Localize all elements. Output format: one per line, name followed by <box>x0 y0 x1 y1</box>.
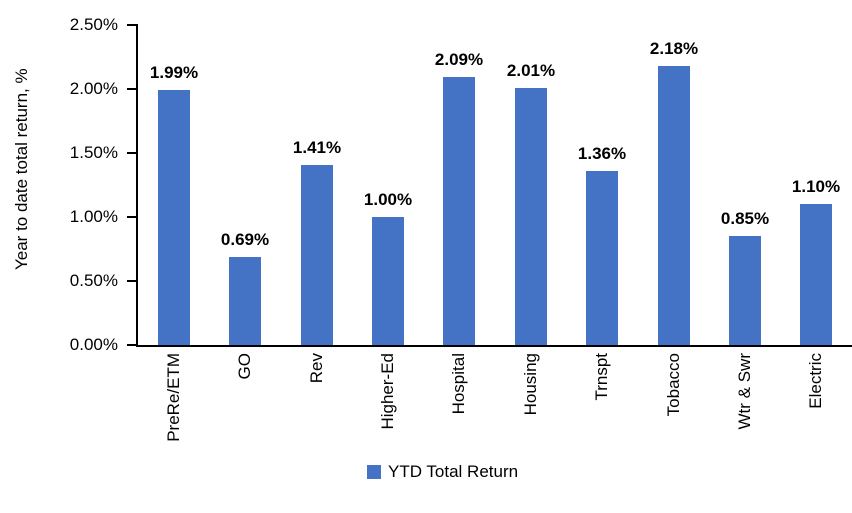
bar-value-label: 1.99% <box>149 63 199 82</box>
y-tick-mark <box>127 344 138 346</box>
y-tick-mark <box>127 88 138 90</box>
bar-value-label: 0.69% <box>220 230 270 249</box>
y-tick-label: 0.50% <box>69 271 118 290</box>
y-tick-mark <box>127 152 138 154</box>
x-tick-label: GO <box>235 353 254 380</box>
x-tick-label: PreRe/ETM <box>164 353 183 442</box>
bar <box>443 77 475 345</box>
legend: YTD Total Return <box>367 462 518 482</box>
x-tick-label: Higher-Ed <box>378 353 397 430</box>
y-tick-mark <box>127 24 138 26</box>
bar-value-label: 2.01% <box>506 61 556 80</box>
legend-swatch-icon <box>367 465 381 479</box>
bar <box>800 204 832 345</box>
bar <box>515 88 547 345</box>
y-tick-label: 1.50% <box>69 143 118 162</box>
bar-value-label: 0.85% <box>720 209 770 228</box>
bar <box>301 165 333 345</box>
y-tick-mark <box>127 216 138 218</box>
x-axis-line <box>136 345 852 347</box>
bar <box>158 90 190 345</box>
bar-value-label: 2.18% <box>649 39 699 58</box>
bar <box>372 217 404 345</box>
bar <box>658 66 690 345</box>
y-tick-label: 2.00% <box>69 79 118 98</box>
x-tick-label: Rev <box>307 353 326 384</box>
x-tick-label: Trnspt <box>592 353 611 401</box>
y-tick-mark <box>127 280 138 282</box>
x-tick-label: Hospital <box>449 353 468 415</box>
bar-value-label: 1.41% <box>292 138 342 157</box>
x-tick-label: Housing <box>521 353 540 416</box>
x-tick-label: Tobacco <box>664 353 683 417</box>
y-axis-line <box>136 25 138 347</box>
x-tick-label: Electric <box>806 353 825 409</box>
bar-value-label: 2.09% <box>434 50 484 69</box>
x-tick-label: Wtr & Swr <box>735 353 754 430</box>
bar <box>229 257 261 345</box>
bar-value-label: 1.36% <box>577 144 627 163</box>
legend-label: YTD Total Return <box>388 462 519 481</box>
bar <box>729 236 761 345</box>
y-tick-label: 2.50% <box>69 15 118 34</box>
y-tick-label: 1.00% <box>69 207 118 226</box>
bar <box>586 171 618 345</box>
bar-value-label: 1.00% <box>363 190 413 209</box>
bar-value-label: 1.10% <box>791 177 841 196</box>
y-tick-label: 0.00% <box>69 335 118 354</box>
